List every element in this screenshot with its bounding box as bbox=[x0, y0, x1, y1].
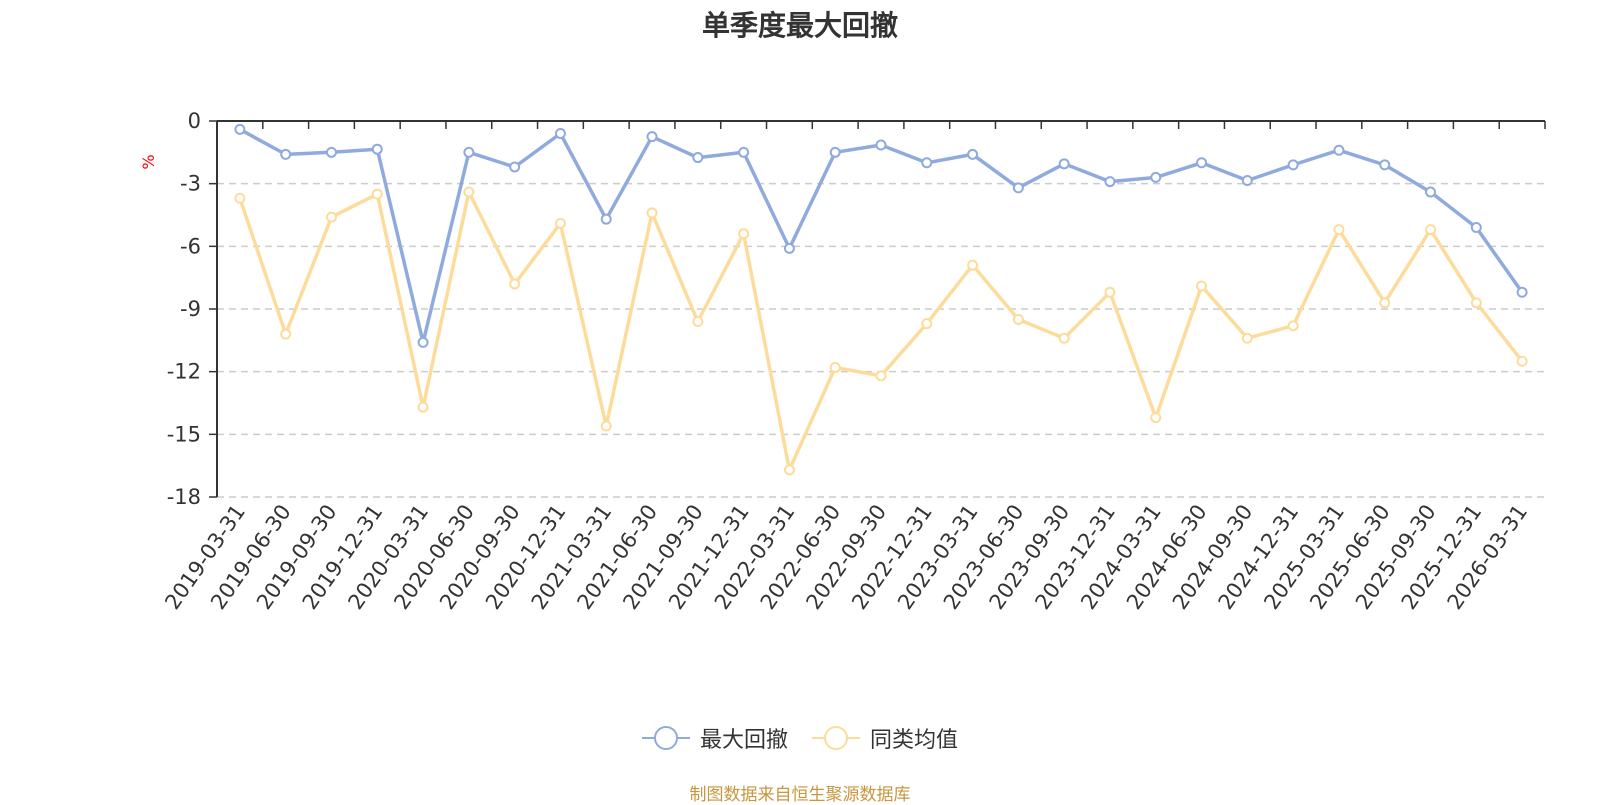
data-point bbox=[325, 211, 337, 223]
legend-label: 同类均值 bbox=[870, 728, 959, 753]
legend-marker-icon bbox=[641, 724, 690, 752]
data-point bbox=[967, 148, 979, 160]
data-point bbox=[1104, 286, 1116, 298]
series-同类均值 bbox=[234, 186, 1528, 476]
data-point bbox=[280, 148, 292, 160]
data-point bbox=[875, 139, 887, 151]
data-point bbox=[1104, 176, 1116, 188]
data-point bbox=[371, 143, 383, 155]
y-axis-label: % bbox=[139, 154, 158, 169]
data-point bbox=[738, 146, 750, 158]
data-point bbox=[1287, 159, 1299, 171]
data-point bbox=[234, 123, 246, 135]
data-point bbox=[1379, 297, 1391, 309]
data-point bbox=[875, 370, 887, 382]
legend: 最大回撤 同类均值 bbox=[0, 722, 1600, 754]
data-point bbox=[967, 259, 979, 271]
data-point bbox=[1516, 286, 1528, 298]
data-point bbox=[1150, 412, 1162, 424]
legend-label: 最大回撤 bbox=[699, 728, 788, 753]
data-point bbox=[921, 157, 933, 169]
data-point bbox=[1287, 320, 1299, 332]
y-tick-label: -15 bbox=[167, 422, 201, 446]
data-point bbox=[783, 242, 795, 254]
data-point bbox=[600, 420, 612, 432]
y-tick-label: -3 bbox=[180, 172, 201, 196]
data-point bbox=[1012, 313, 1024, 325]
data-point bbox=[1470, 222, 1482, 234]
legend-item[interactable]: 同类均值 bbox=[812, 722, 958, 754]
data-point bbox=[1333, 224, 1345, 236]
data-point bbox=[234, 192, 246, 204]
y-tick-label: -6 bbox=[180, 234, 201, 258]
data-point bbox=[1516, 355, 1528, 367]
data-point bbox=[1241, 175, 1253, 187]
data-point bbox=[921, 318, 933, 330]
data-point bbox=[829, 361, 841, 373]
line-chart: 0-3-6-9-12-15-182019-03-312019-06-302019… bbox=[139, 109, 1546, 614]
data-point bbox=[1058, 332, 1070, 344]
data-point bbox=[1379, 159, 1391, 171]
data-point bbox=[463, 186, 475, 198]
data-point bbox=[1012, 182, 1024, 194]
data-point bbox=[1196, 280, 1208, 292]
series-line bbox=[239, 127, 1524, 345]
data-point bbox=[1058, 158, 1070, 170]
data-point bbox=[417, 401, 429, 413]
data-point bbox=[646, 207, 658, 219]
data-point bbox=[554, 128, 566, 140]
source-note: 制图数据来自恒生聚源数据库 bbox=[689, 785, 911, 805]
data-point bbox=[738, 228, 750, 240]
y-tick-label: -18 bbox=[167, 485, 201, 509]
data-point bbox=[600, 213, 612, 225]
data-point bbox=[463, 146, 475, 158]
y-tick-label: 0 bbox=[188, 109, 201, 133]
axes: 0-3-6-9-12-15-182019-03-312019-06-302019… bbox=[160, 109, 1546, 614]
series-line bbox=[238, 190, 1524, 472]
series bbox=[234, 123, 1528, 476]
data-point bbox=[1333, 144, 1345, 156]
data-point bbox=[692, 152, 704, 164]
data-point bbox=[692, 316, 704, 328]
data-point bbox=[417, 336, 429, 348]
data-point bbox=[646, 131, 658, 143]
legend-marker-icon bbox=[812, 724, 860, 752]
data-point bbox=[554, 217, 566, 229]
y-tick-label: -9 bbox=[180, 297, 201, 321]
data-point bbox=[1196, 157, 1208, 169]
data-point bbox=[325, 146, 337, 158]
legend-item[interactable]: 最大回撤 bbox=[641, 722, 788, 754]
data-point bbox=[280, 328, 292, 340]
data-point bbox=[371, 188, 383, 200]
data-point bbox=[783, 464, 795, 476]
data-point bbox=[1425, 186, 1437, 198]
data-point bbox=[509, 161, 521, 173]
data-point bbox=[1150, 171, 1162, 183]
data-point bbox=[1425, 224, 1437, 236]
data-point bbox=[1470, 297, 1482, 309]
series-最大回撤 bbox=[234, 123, 1528, 348]
data-point bbox=[829, 146, 841, 158]
chart-title: 单季度最大回撤 bbox=[701, 9, 898, 42]
data-point bbox=[509, 278, 521, 290]
gridlines bbox=[217, 182, 1545, 498]
y-tick-label: -12 bbox=[167, 360, 201, 384]
data-point bbox=[1241, 332, 1253, 344]
